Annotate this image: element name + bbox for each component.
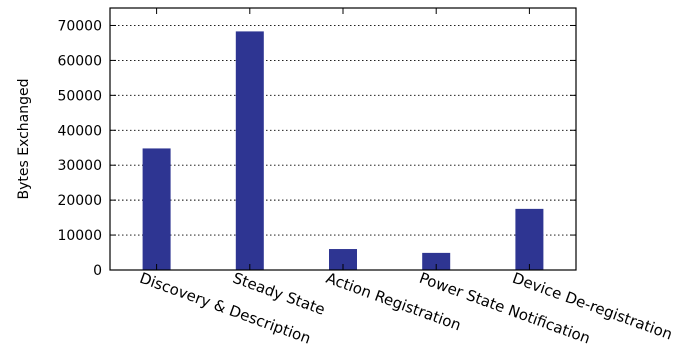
bar [142, 148, 171, 270]
x-tick-label: Discovery & Description [137, 269, 313, 348]
y-tick-label: 30000 [57, 158, 102, 174]
x-tick-label: Power State Notification [417, 269, 593, 348]
y-axis: 0 10000 20000 30000 40000 50000 60000 70000 [57, 18, 576, 279]
grid-lines [110, 25, 576, 236]
y-tick-label: 50000 [57, 88, 102, 104]
bar [515, 208, 544, 270]
plot-frame [109, 7, 577, 271]
x-tick-label: Device De-registration [510, 269, 675, 344]
y-tick-label: 0 [93, 263, 102, 279]
y-tick-label: 40000 [57, 123, 102, 139]
y-tick-label: 70000 [57, 18, 102, 34]
y-tick-label: 60000 [57, 53, 102, 69]
bar [235, 31, 264, 270]
y-axis-title: Bytes Exchanged [16, 78, 32, 199]
bars [142, 31, 544, 270]
bar [422, 252, 451, 270]
y-tick-label: 10000 [57, 228, 102, 244]
bar [329, 249, 357, 270]
y-tick-label: 20000 [57, 193, 102, 209]
